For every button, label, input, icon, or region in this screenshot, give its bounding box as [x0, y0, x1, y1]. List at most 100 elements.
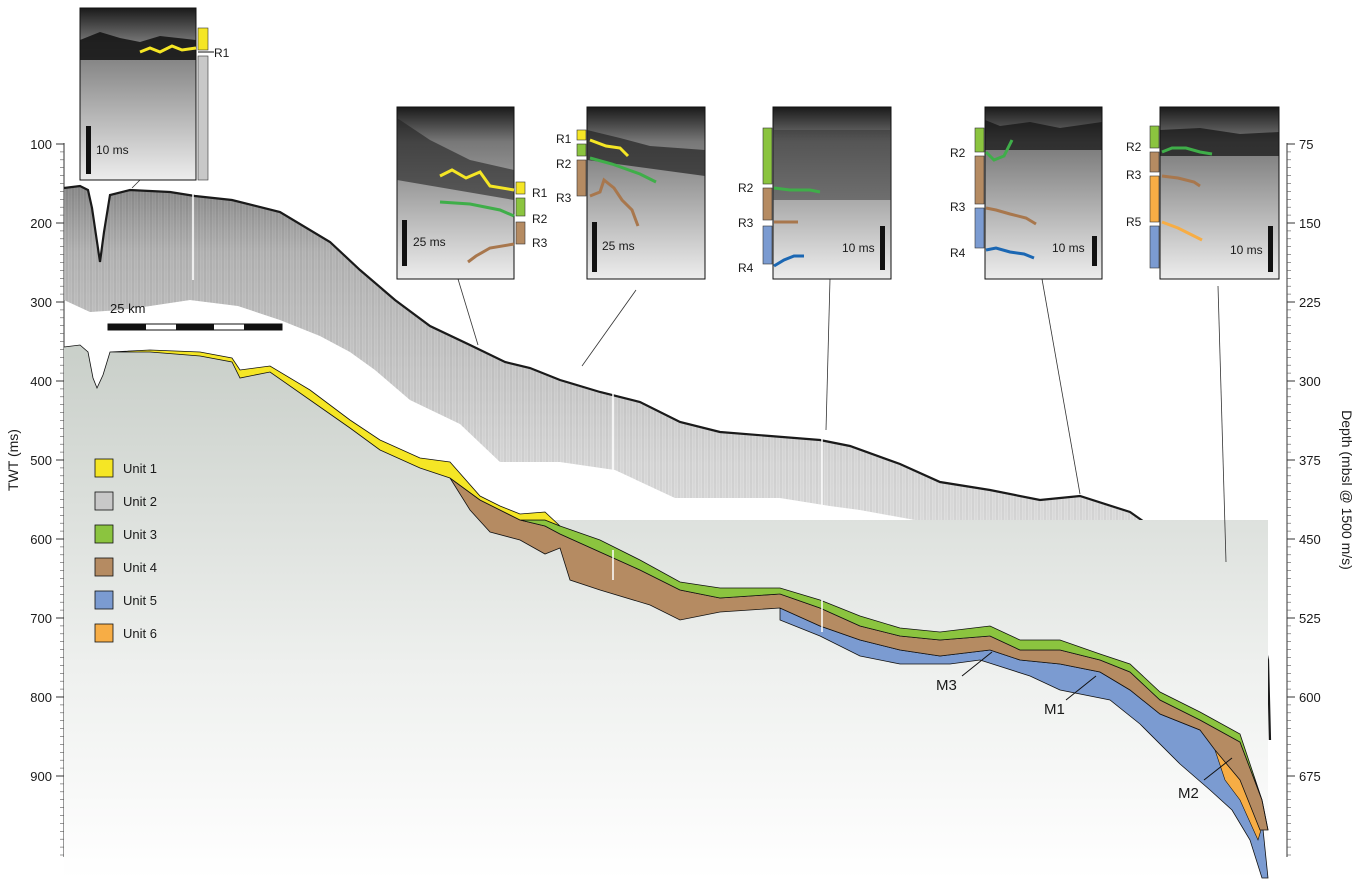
inset-2: 25 ms R1 R2 R3 [396, 106, 548, 346]
reflector-r3 [985, 206, 1037, 226]
reflector-r3 [1161, 174, 1201, 188]
reflector-r1 [589, 138, 630, 158]
left-tick-label: 700 [30, 611, 52, 626]
inset-reflector-label: R2 [556, 157, 572, 171]
legend-item-unit-2: Unit 2 [94, 491, 157, 511]
right-tick-label: 300 [1299, 374, 1321, 389]
right-tick-label: 525 [1299, 611, 1321, 626]
left-tick-label: 200 [30, 216, 52, 231]
legend: Unit 1 Unit 2 Unit 3 Unit 4 Unit 5 Unit … [94, 458, 157, 643]
callout-leader [1065, 675, 1097, 701]
inset-leader [457, 278, 479, 346]
reflector-r1 [439, 168, 515, 192]
left-tick-label: 300 [30, 295, 52, 310]
right-tick-label: 75 [1299, 137, 1313, 152]
inset-leader [1217, 285, 1227, 563]
right-axis-ticks [1287, 143, 1295, 777]
reflector-r4 [985, 246, 1035, 260]
inset-3: 25 ms R1 R2 R3 [556, 106, 706, 367]
inset-reflector-label: R1 [214, 46, 230, 60]
legend-label: Unit 5 [123, 593, 157, 608]
left-tick-label: 100 [30, 137, 52, 152]
inset-6: 10 ms R2 R3 R5 [1126, 106, 1280, 563]
inset-scale-bar [1268, 226, 1273, 272]
right-tick-label: 450 [1299, 532, 1321, 547]
inset-reflector-label: R4 [738, 261, 754, 275]
callout-m1: M1 [1044, 701, 1065, 718]
left-tick-label: 800 [30, 690, 52, 705]
inset-scale-bar [592, 222, 597, 272]
legend-label: Unit 3 [123, 527, 157, 542]
reflector-r3 [467, 242, 515, 264]
legend-label: Unit 4 [123, 560, 157, 575]
seafloor-reflector [63, 184, 1272, 741]
inset-reflector-label: R3 [1126, 168, 1142, 182]
left-tick-label: 500 [30, 453, 52, 468]
left-axis-ticks [56, 143, 64, 777]
legend-label: Unit 6 [123, 626, 157, 641]
left-axis: 100 200 300 400 500 600 700 800 900 TWT … [5, 137, 65, 857]
callout-leader [961, 651, 993, 677]
left-tick-label: 900 [30, 769, 52, 784]
inset-scale-bar [1092, 236, 1097, 266]
inset-reflector-label: R2 [738, 181, 754, 195]
right-tick-label: 225 [1299, 295, 1321, 310]
inset-scale-bar [86, 126, 91, 174]
inset-reflector-label: R3 [556, 191, 572, 205]
inset-reflector-label: R3 [738, 216, 754, 230]
left-axis-minor-ticks [60, 143, 64, 856]
callouts: M3 M1 M2 [936, 651, 1233, 802]
inset-leader [131, 179, 141, 189]
legend-item-unit-4: Unit 4 [94, 557, 157, 577]
inset-reflector-label: R3 [532, 236, 548, 250]
inset-scale-label: 25 ms [413, 235, 446, 249]
legend-item-unit-1: Unit 1 [94, 458, 157, 478]
right-tick-label: 375 [1299, 453, 1321, 468]
inset-reflector-label: R1 [556, 132, 572, 146]
reflector-r1 [139, 44, 197, 54]
right-axis-title: Depth (mbsl @ 1500 m/s) [1339, 410, 1355, 570]
left-axis-title: TWT (ms) [5, 429, 21, 491]
inset-reflector-label: R2 [950, 146, 966, 160]
right-axis-minor-ticks [1287, 143, 1291, 856]
inset-scale-label: 10 ms [842, 241, 875, 255]
legend-label: Unit 2 [123, 494, 157, 509]
inset-scale-label: 10 ms [1230, 243, 1263, 257]
inset-reflector-label: R2 [532, 212, 548, 226]
reflector-r2 [773, 186, 821, 194]
reflector-r2 [984, 139, 1014, 162]
inset-leader [825, 278, 831, 431]
inset-scale-label: 10 ms [96, 143, 129, 157]
reflector-r2 [1161, 146, 1213, 156]
inset-reflector-label: R3 [950, 200, 966, 214]
left-tick-label: 400 [30, 374, 52, 389]
callout-m3: M3 [936, 677, 957, 694]
legend-item-unit-5: Unit 5 [94, 590, 157, 610]
right-axis: 75 150 225 300 375 450 525 600 675 Depth… [1286, 137, 1355, 857]
reflector-r3 [589, 177, 640, 227]
inset-scale-label: 25 ms [602, 239, 635, 253]
unit-3-fill [519, 519, 1269, 831]
reflector-r4 [773, 254, 804, 268]
scale-bar-label: 25 km [110, 301, 145, 316]
inset-reflector-label: R1 [532, 186, 548, 200]
inset-5: 10 ms R2 R3 R4 [950, 106, 1103, 495]
legend-label: Unit 1 [123, 461, 157, 476]
left-tick-label: 600 [30, 532, 52, 547]
right-tick-label: 150 [1299, 216, 1321, 231]
right-tick-label: 600 [1299, 690, 1321, 705]
inset-reflector-label: R2 [1126, 140, 1142, 154]
legend-item-unit-3: Unit 3 [94, 524, 157, 544]
scale-bar: 25 km [107, 301, 283, 331]
callout-leader [1203, 757, 1233, 781]
seismic-profile-texture [64, 186, 1270, 740]
reflector-r2 [439, 200, 515, 218]
inset-scale-label: 10 ms [1052, 241, 1085, 255]
inset-4: 10 ms R2 R3 R4 [738, 106, 892, 431]
inset-leader [1041, 278, 1081, 495]
inset-scale-bar [880, 226, 885, 270]
interpreted-profile [63, 344, 1269, 879]
reflector-r2 [589, 156, 657, 184]
reflector-r5 [1161, 220, 1203, 242]
